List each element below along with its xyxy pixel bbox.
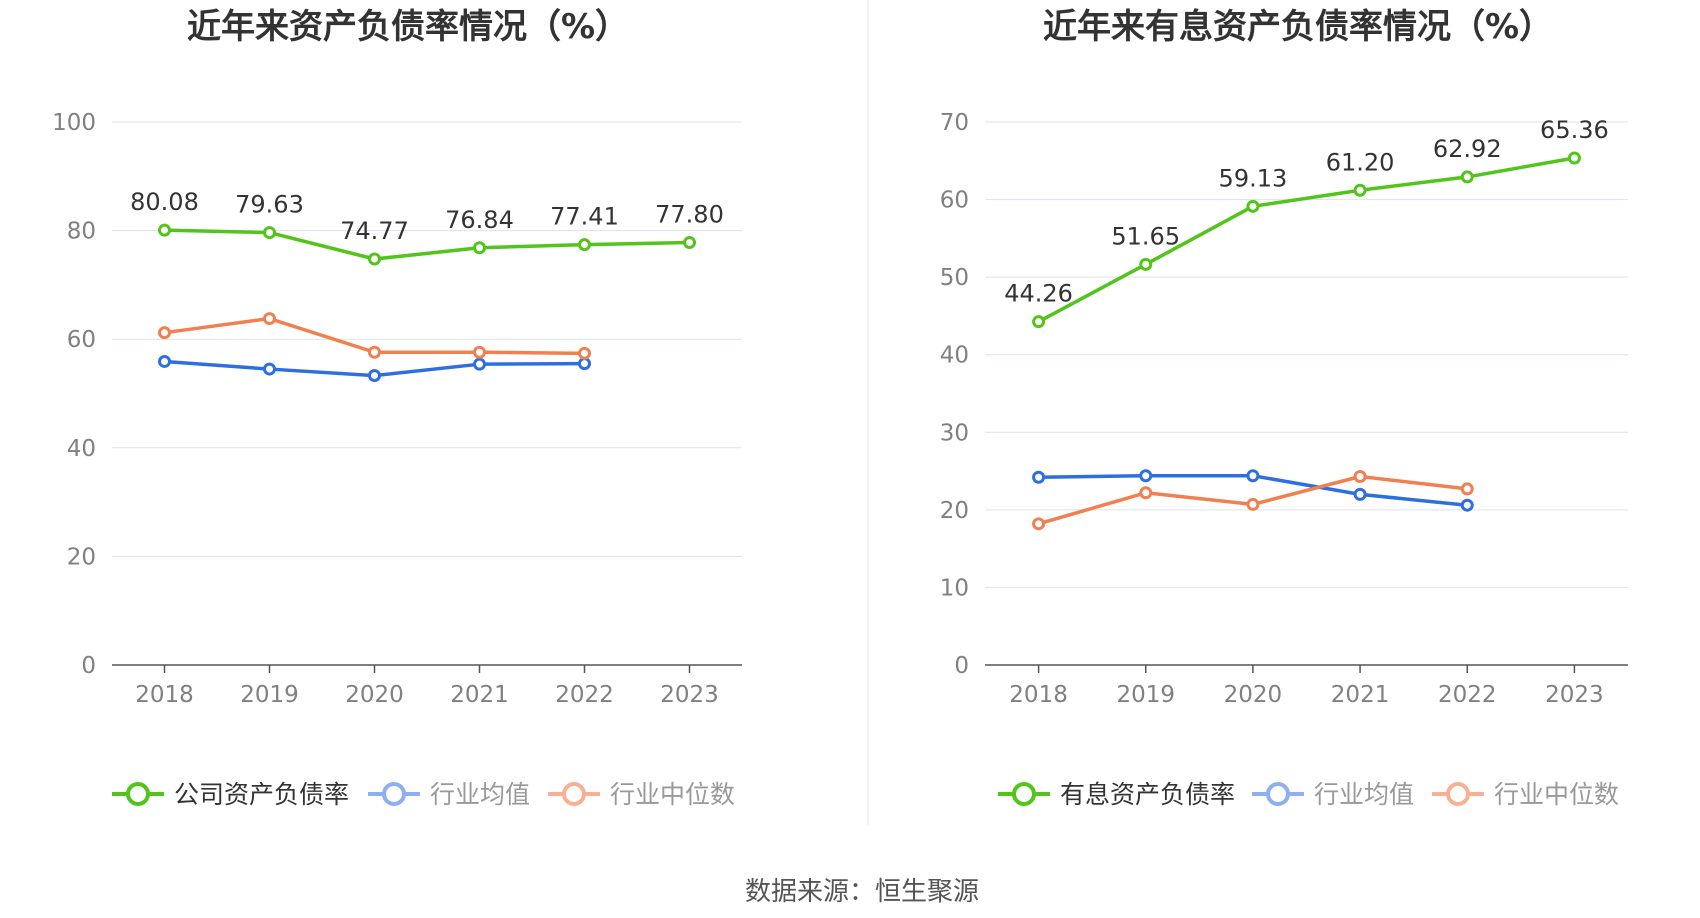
data-point bbox=[1567, 151, 1581, 165]
y-tick-label: 40 bbox=[940, 343, 969, 369]
legend-label: 行业均值 bbox=[430, 780, 530, 809]
data-point bbox=[1032, 470, 1046, 484]
legend-marker bbox=[1012, 782, 1036, 806]
y-tick-label: 20 bbox=[940, 498, 969, 524]
data-point bbox=[473, 345, 486, 359]
data-point bbox=[1139, 486, 1153, 500]
data-label: 65.36 bbox=[1540, 116, 1609, 144]
data-label: 77.80 bbox=[655, 201, 724, 229]
y-tick-label: 10 bbox=[940, 575, 969, 601]
y-tick-label: 30 bbox=[940, 420, 969, 446]
y-tick-label: 70 bbox=[940, 110, 969, 136]
data-point bbox=[473, 241, 486, 255]
y-tick-label: 80 bbox=[67, 219, 96, 245]
data-label: 62.92 bbox=[1433, 135, 1502, 163]
data-point bbox=[263, 362, 276, 376]
data-point bbox=[1032, 315, 1046, 329]
data-label: 74.77 bbox=[340, 217, 409, 245]
data-point bbox=[683, 236, 696, 250]
data-label: 51.65 bbox=[1111, 222, 1180, 250]
y-tick-label: 50 bbox=[940, 265, 969, 291]
source-note: 数据来源：恒生聚源 bbox=[745, 877, 979, 907]
data-point bbox=[578, 357, 591, 371]
data-point bbox=[263, 312, 276, 326]
data-label: 79.63 bbox=[235, 191, 304, 219]
data-point bbox=[1246, 199, 1260, 213]
data-point bbox=[1460, 170, 1474, 184]
interest-bearing-liability-ratio-chart: 近年来有息资产负债率情况（%） 0 10 20 30 40 50 60 70 2018 2019 20… bbox=[940, 7, 1628, 809]
data-point bbox=[1460, 498, 1474, 512]
data-point bbox=[1032, 517, 1046, 531]
x-tick-label: 2020 bbox=[345, 682, 404, 708]
data-point bbox=[1353, 470, 1367, 484]
data-point bbox=[1460, 482, 1474, 496]
data-point bbox=[1246, 497, 1260, 511]
y-tick-label: 60 bbox=[67, 327, 96, 353]
data-point bbox=[578, 346, 591, 360]
y-tick-label: 100 bbox=[52, 110, 96, 136]
chart-title: 近年来资产负债率情况（%） bbox=[187, 7, 629, 47]
x-tick-label: 2021 bbox=[450, 682, 509, 708]
data-point bbox=[473, 357, 486, 371]
y-tick-label: 20 bbox=[67, 544, 96, 570]
x-tick-label: 2021 bbox=[1331, 682, 1390, 708]
x-tick-label: 2020 bbox=[1224, 682, 1283, 708]
data-point bbox=[1353, 183, 1367, 197]
data-label: 44.26 bbox=[1004, 280, 1073, 308]
data-label: 59.13 bbox=[1219, 164, 1288, 192]
legend-label: 行业中位数 bbox=[610, 780, 735, 809]
data-point bbox=[263, 226, 276, 240]
legend-marker bbox=[382, 782, 406, 806]
x-tick-label: 2022 bbox=[1438, 682, 1497, 708]
data-label: 77.41 bbox=[550, 203, 619, 231]
data-point bbox=[158, 354, 171, 368]
legend-label: 有息资产负债率 bbox=[1060, 780, 1235, 809]
y-tick-label: 60 bbox=[940, 188, 969, 214]
legend-label: 行业均值 bbox=[1314, 780, 1414, 809]
series-line bbox=[1037, 156, 1575, 324]
data-point bbox=[158, 326, 171, 340]
legend-label: 行业中位数 bbox=[1494, 780, 1619, 809]
data-point bbox=[158, 223, 171, 237]
chart-title: 近年来有息资产负债率情况（%） bbox=[1043, 7, 1553, 47]
legend-marker bbox=[1446, 782, 1470, 806]
data-point bbox=[1353, 487, 1367, 501]
x-tick-label: 2018 bbox=[135, 682, 194, 708]
x-tick-label: 2023 bbox=[1545, 682, 1604, 708]
legend-marker bbox=[562, 782, 586, 806]
data-point bbox=[1139, 469, 1153, 483]
x-tick-label: 2023 bbox=[660, 682, 719, 708]
x-tick-label: 2019 bbox=[1116, 682, 1175, 708]
legend-marker bbox=[1266, 782, 1290, 806]
x-tick-label: 2022 bbox=[555, 682, 614, 708]
data-label: 80.08 bbox=[130, 188, 199, 216]
y-tick-label: 40 bbox=[67, 436, 96, 462]
legend-label: 公司资产负债率 bbox=[174, 780, 349, 809]
x-tick-label: 2019 bbox=[240, 682, 299, 708]
data-label: 76.84 bbox=[445, 206, 514, 234]
asset-liability-ratio-chart: 近年来资产负债率情况（%） 0 20 40 60 80 100 2018 2019 2020 202… bbox=[52, 7, 742, 809]
y-tick-label: 0 bbox=[954, 653, 969, 679]
data-point bbox=[368, 369, 381, 383]
y-tick-label: 0 bbox=[81, 653, 96, 679]
data-point bbox=[1139, 257, 1153, 271]
series-line bbox=[164, 228, 690, 261]
data-point bbox=[368, 345, 381, 359]
data-point bbox=[368, 252, 381, 266]
x-tick-label: 2018 bbox=[1009, 682, 1068, 708]
data-point bbox=[1246, 469, 1260, 483]
legend-marker bbox=[126, 782, 150, 806]
data-point bbox=[578, 238, 591, 252]
data-label: 61.20 bbox=[1326, 148, 1395, 176]
